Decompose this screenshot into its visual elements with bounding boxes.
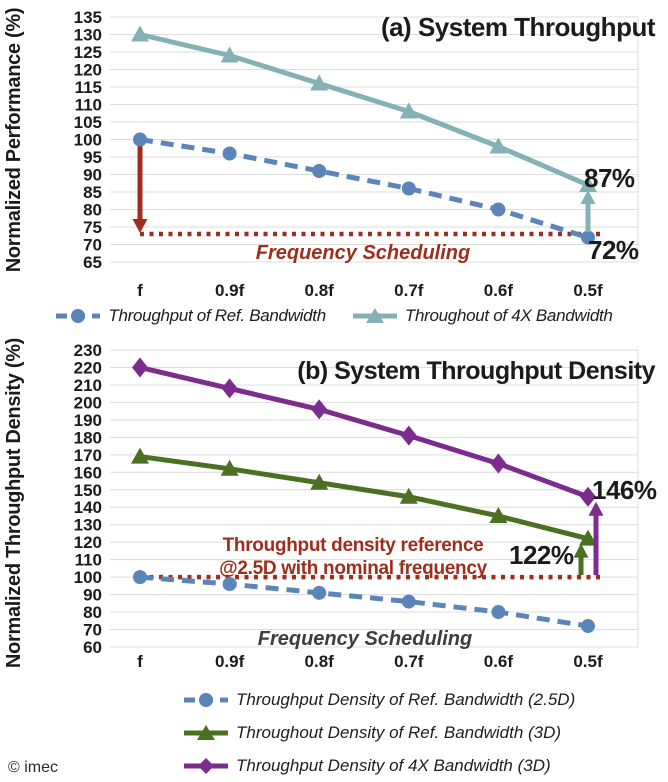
chart-b-y-axis-label: Normalized Throughput Density (%) [3, 337, 25, 669]
series-line [131, 25, 597, 192]
svg-text:160: 160 [74, 463, 102, 482]
svg-text:210: 210 [74, 376, 102, 395]
reference-note-line-2: @2.5D with nominal frequency [219, 558, 487, 579]
series-line [133, 132, 595, 245]
svg-text:120: 120 [74, 61, 102, 80]
svg-text:0.8f: 0.8f [305, 281, 335, 300]
svg-text:90: 90 [83, 586, 102, 605]
legend-marker-triangle-line-icon [184, 725, 228, 740]
svg-text:60: 60 [83, 638, 102, 657]
up-arrow [580, 190, 596, 232]
legend-label-4x-bandwidth-3d: Throughput Density of 4X Bandwidth (3D) [236, 756, 551, 775]
legend-item-4x-bandwidth-3d: Throughput Density of 4X Bandwidth (3D) [183, 756, 551, 776]
chart-a-section: 135 130 125 120 115 110 105 100 95 90 85 80 75 70 65 f 0… [0, 0, 668, 335]
series-line [133, 570, 595, 634]
svg-text:70: 70 [83, 621, 102, 640]
chart-b-122-percent-label: 122% [509, 540, 574, 570]
svg-text:70: 70 [83, 236, 102, 255]
svg-text:100: 100 [74, 131, 102, 150]
chart-a-title: (a) System Throughput [380, 12, 656, 42]
chart-b-title: (b) System Throughput Density [297, 357, 655, 385]
svg-text:0.5f: 0.5f [573, 652, 603, 671]
up-arrow [588, 501, 604, 576]
svg-text:0.9f: 0.9f [215, 281, 245, 300]
svg-text:0.6f: 0.6f [484, 652, 514, 671]
svg-text:0.7f: 0.7f [394, 281, 424, 300]
chart-a-legend: Throughput of Ref. Bandwidth Throughout … [0, 306, 668, 326]
legend-marker-triangle-line-icon [352, 308, 397, 323]
imec-copyright: © imec [8, 759, 59, 776]
gridlines-and-ticks: 2302202102001901801701601501401301201101… [74, 341, 639, 657]
svg-text:65: 65 [83, 253, 102, 272]
chart-b-frequency-scheduling-label: Frequency Scheduling [257, 628, 473, 650]
svg-text:0.5f: 0.5f [573, 281, 603, 300]
svg-text:150: 150 [74, 481, 102, 500]
legend-item-ref-bandwidth-3d: Throughout Density of Ref. Bandwidth (3D… [183, 723, 561, 743]
svg-text:140: 140 [74, 498, 102, 517]
svg-text:135: 135 [74, 8, 102, 27]
svg-text:105: 105 [74, 113, 102, 132]
chart-a-72-percent-label: 72% [588, 235, 639, 265]
chart-a-frequency-scheduling-label: Frequency Scheduling [255, 242, 471, 264]
chart-b-reference-note: Throughput density reference @2.5D with … [208, 534, 498, 580]
svg-text:0.8f: 0.8f [305, 652, 335, 671]
legend-marker-dashed-circle-icon [56, 309, 101, 323]
svg-text:125: 125 [74, 43, 102, 62]
legend-marker-diamond-line-icon [184, 758, 228, 774]
svg-text:75: 75 [83, 218, 102, 237]
legend-marker-dashed-circle-icon [184, 693, 228, 707]
svg-text:100: 100 [74, 568, 102, 587]
legend-label-4x-bandwidth: Throughout of 4X Bandwidth [404, 306, 613, 325]
chart-a-87-percent-label: 87% [584, 163, 635, 193]
series-line [132, 357, 596, 507]
svg-text:95: 95 [83, 148, 102, 167]
chart-b-146-percent-label: 146% [592, 475, 657, 505]
chart-a-y-axis-label: Normalized Performance (%) [3, 7, 25, 273]
x-axis-tick-labels: f 0.9f 0.8f 0.7f 0.6f 0.5f [137, 281, 603, 300]
chart-b-plot: 2302202102001901801701601501401301201101… [74, 341, 639, 671]
legend-item-4x-bandwidth: Throughout of 4X Bandwidth [352, 306, 613, 326]
svg-text:170: 170 [74, 446, 102, 465]
svg-text:85: 85 [83, 183, 102, 202]
svg-text:80: 80 [83, 201, 102, 220]
svg-text:110: 110 [75, 96, 102, 115]
legend-label-ref-bandwidth-2-5d: Throughput Density of Ref. Bandwidth (2.… [236, 690, 576, 709]
svg-text:80: 80 [83, 603, 102, 622]
legend-label-ref-bandwidth-3d: Throughout Density of Ref. Bandwidth (3D… [236, 723, 562, 742]
legend-item-ref-bandwidth: Throughput of Ref. Bandwidth [55, 306, 326, 326]
svg-text:190: 190 [74, 411, 102, 430]
svg-text:f: f [137, 652, 143, 671]
chart-b-section: 230 220 210 200 190 180 170 160 150 140 130 120 110 1… [0, 335, 668, 782]
series-line [131, 447, 597, 546]
svg-text:f: f [137, 281, 143, 300]
up-arrow [573, 543, 589, 576]
reference-note-line-1: Throughput density reference [222, 535, 484, 556]
svg-text:200: 200 [74, 393, 102, 412]
svg-text:180: 180 [74, 428, 102, 447]
svg-text:130: 130 [74, 516, 102, 535]
svg-text:110: 110 [75, 551, 102, 570]
svg-text:130: 130 [74, 26, 102, 45]
svg-text:90: 90 [83, 166, 102, 185]
x-axis-tick-labels: f 0.9f 0.8f 0.7f 0.6f 0.5f [137, 652, 603, 671]
svg-text:0.7f: 0.7f [394, 652, 424, 671]
svg-text:0.9f: 0.9f [215, 652, 245, 671]
svg-text:230: 230 [74, 341, 102, 360]
down-arrow [132, 141, 148, 233]
svg-text:0.6f: 0.6f [484, 281, 514, 300]
svg-text:120: 120 [74, 533, 102, 552]
svg-text:220: 220 [74, 358, 102, 377]
legend-label-ref-bandwidth: Throughput of Ref. Bandwidth [108, 306, 326, 325]
legend-item-ref-bandwidth-2-5d: Throughput Density of Ref. Bandwidth (2.… [183, 690, 575, 710]
svg-text:115: 115 [75, 78, 102, 97]
